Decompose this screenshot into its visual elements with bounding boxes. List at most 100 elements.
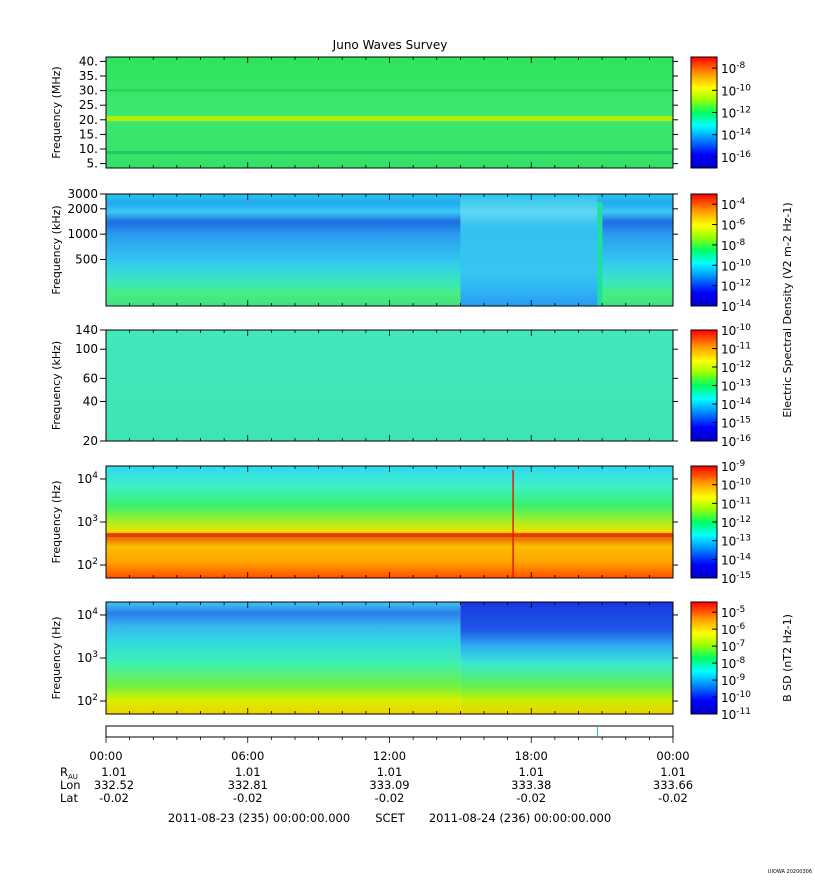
y-tick-label: 15. xyxy=(79,127,98,141)
ephemeris-value: 1.01 xyxy=(377,765,403,779)
colorbar-label: Electric Spectral Density (V2 m-2 Hz-1) xyxy=(781,202,794,417)
y-tick-label: 1000 xyxy=(67,227,98,241)
colorbar-tick-label: 10-10 xyxy=(721,258,751,273)
colorbar-tick-label: 10-16 xyxy=(721,150,751,165)
spectrogram-quiet-interval xyxy=(460,194,598,306)
panel-magnetic: 104 103 102 Frequency (Hz) 10-5 10-6 10-7 10-8 1… xyxy=(50,601,794,722)
colorbar-tick-label: 10-11 xyxy=(721,342,751,357)
colorbar-tick-label: 10-12 xyxy=(721,515,751,530)
y-tick-label: 10. xyxy=(79,142,98,156)
spectrogram-fill xyxy=(106,57,673,168)
footer-credit: UIOWA 20200306 xyxy=(768,869,812,875)
colorbar-tick-label: 10-4 xyxy=(721,197,746,212)
colorbar-tick-label: 10-15 xyxy=(721,571,751,586)
y-tick-label: 102 xyxy=(77,693,98,708)
chart-title: Juno Waves Survey xyxy=(332,38,448,52)
ephemeris-value: 333.38 xyxy=(511,778,551,792)
y-tick-label: 40. xyxy=(79,54,98,68)
y-tick-label: 30. xyxy=(79,84,98,98)
y-tick-label: 140 xyxy=(75,323,98,337)
ephemeris-value: 333.66 xyxy=(653,778,693,792)
spectral-band xyxy=(106,88,673,92)
ephemeris-value: 1.01 xyxy=(235,765,261,779)
y-tick-label: 102 xyxy=(77,557,98,572)
colorbar-tick-label: 10-12 xyxy=(721,279,751,294)
colorbar-tick-label: 10-10 xyxy=(721,478,751,493)
y-axis-label: Frequency (kHz) xyxy=(50,341,63,430)
y-tick-label: 5. xyxy=(87,157,98,171)
spectrogram-fill xyxy=(106,602,461,714)
y-tick-label: 104 xyxy=(77,607,98,622)
colorbar-tick-label: 10-12 xyxy=(721,360,751,375)
ephemeris-value: -0.02 xyxy=(516,791,546,805)
ephemeris-value: 1.01 xyxy=(101,765,127,779)
colorbar-tick-label: 10-8 xyxy=(721,656,746,671)
spectral-band xyxy=(106,150,673,154)
time-range-end: 2011-08-24 (236) 00:00:00.000 xyxy=(429,811,611,825)
x-tick-label: 00:00 xyxy=(656,749,689,763)
spectrogram-panels: 40.35.30.25.20.15.10.5. Frequency (MHz) 10… xyxy=(50,54,794,743)
y-tick-label: 25. xyxy=(79,98,98,112)
spike-line xyxy=(512,470,514,578)
y-tick-label: 3000 xyxy=(67,187,98,201)
spectrogram-fill-late xyxy=(460,602,673,714)
y-tick-label: 100 xyxy=(75,342,98,356)
y-tick-label: 103 xyxy=(77,514,98,529)
colorbar-tick-label: 10-8 xyxy=(721,238,746,253)
colorbar-tick-label: 10-14 xyxy=(721,552,751,567)
x-tick-label: 18:00 xyxy=(515,749,548,763)
y-tick-label: 60 xyxy=(83,371,98,385)
ephemeris-value: 1.01 xyxy=(518,765,544,779)
colorbar-tick-label: 10-10 xyxy=(721,83,751,98)
ephemeris-label: Lat xyxy=(60,791,78,805)
spectrogram-fill xyxy=(106,330,673,441)
time-range-scet: SCET xyxy=(375,811,406,825)
y-axis-label: Frequency (Hz) xyxy=(50,481,63,564)
colorbar-tick-label: 10-10 xyxy=(721,323,751,338)
ephemeris-table: 00:00 06:00 12:00 18:00 00:00 RAU 1.01 1.01 1.01… xyxy=(60,749,693,805)
colorbar-tick-label: 10-13 xyxy=(721,534,751,549)
colorbar-tick-label: 10-16 xyxy=(721,434,751,449)
ephemeris-label: Lon xyxy=(60,778,81,792)
colorbar-label: B SD (nT2 Hz-1) xyxy=(781,614,794,702)
colorbar-tick-label: 10-10 xyxy=(721,690,751,705)
ephemeris-value: -0.02 xyxy=(658,791,688,805)
ephemeris-value: -0.02 xyxy=(233,791,263,805)
colorbar-tick-label: 10-7 xyxy=(721,639,745,654)
colorbar-tick-label: 10-15 xyxy=(721,416,751,431)
time-range-start: 2011-08-23 (235) 00:00:00.000 xyxy=(168,811,350,825)
y-axis-label: Frequency (MHz) xyxy=(50,66,63,158)
colorbar-tick-label: 10-14 xyxy=(721,128,751,143)
trajectory-frame xyxy=(105,725,674,738)
colorbar-tick-label: 10-12 xyxy=(721,106,751,121)
panel-hfr-high: 40.35.30.25.20.15.10.5. Frequency (MHz) 10… xyxy=(50,54,751,170)
ephemeris-value: -0.02 xyxy=(375,791,405,805)
spectral-band xyxy=(106,116,673,122)
y-tick-label: 103 xyxy=(77,650,98,665)
y-tick-label: 40 xyxy=(83,394,98,408)
x-tick-label: 06:00 xyxy=(231,749,264,763)
colorbar-tick-label: 10-14 xyxy=(721,299,751,314)
colorbar-tick-label: 10-6 xyxy=(721,622,746,637)
trajectory-strip xyxy=(105,725,674,743)
x-tick-label: 00:00 xyxy=(89,749,122,763)
colorbar xyxy=(690,601,718,715)
ephemeris-value: 1.01 xyxy=(660,765,686,779)
y-tick-label: 20. xyxy=(79,113,98,127)
colorbar-tick-label: 10-11 xyxy=(721,496,751,511)
spectrogram-transient xyxy=(597,202,603,306)
colorbar-tick-label: 10-13 xyxy=(721,379,751,394)
y-axis-label: Frequency (kHz) xyxy=(50,205,63,294)
y-tick-label: 104 xyxy=(77,471,98,486)
panel-lfr-high: 140 100 60 40 20 Frequency (kHz) 10-10 10-11 10-… xyxy=(50,323,751,449)
ephemeris-value: 332.52 xyxy=(94,778,134,792)
x-tick-label: 12:00 xyxy=(373,749,406,763)
colorbar-tick-label: 10-9 xyxy=(721,673,746,688)
y-tick-label: 35. xyxy=(79,69,98,83)
ephemeris-label: RAU xyxy=(60,765,78,781)
panel-lfr-low: 104 103 102 Frequency (Hz) 10-9 10-10 10-11 10-… xyxy=(50,459,751,586)
y-axis-label: Frequency (Hz) xyxy=(50,617,63,700)
colorbar-tick-label: 10-11 xyxy=(721,707,751,722)
